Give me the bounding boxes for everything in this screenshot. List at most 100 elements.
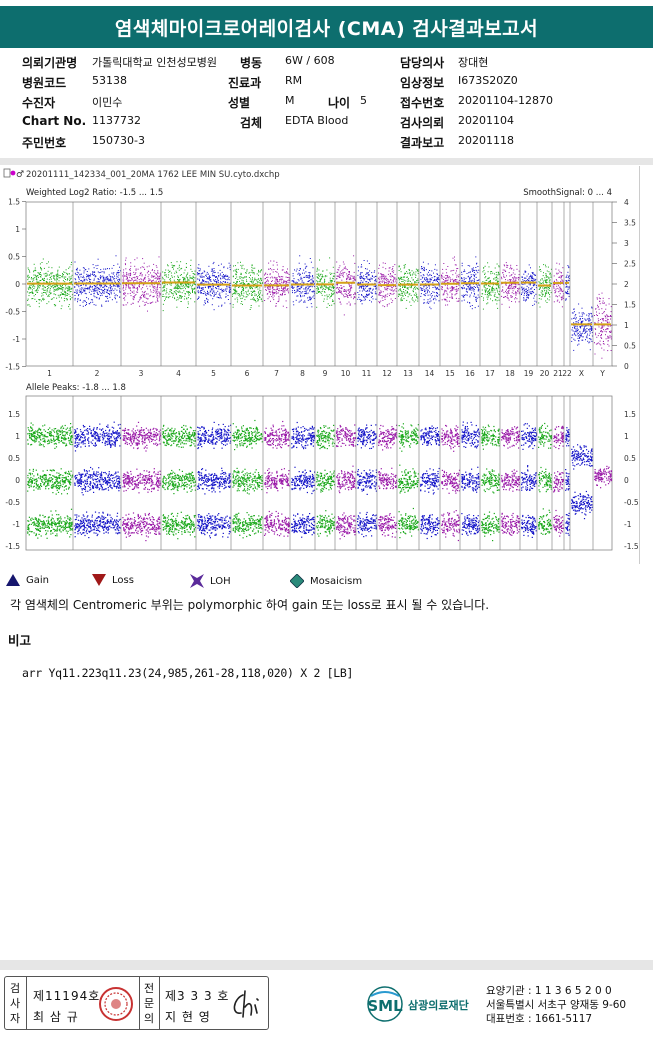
data-point — [229, 287, 230, 289]
allele-point — [84, 480, 86, 482]
allele-point — [116, 439, 118, 442]
allele-point — [127, 438, 129, 440]
allele-point — [66, 526, 68, 529]
allele-point — [52, 487, 54, 489]
allele-point — [45, 530, 47, 532]
data-point — [29, 271, 31, 273]
data-point — [184, 277, 185, 279]
allele-point — [148, 514, 150, 516]
allele-point — [174, 440, 177, 442]
allele-point — [146, 437, 148, 439]
allele-point — [76, 514, 78, 516]
data-point — [207, 287, 209, 288]
allele-point — [223, 435, 225, 437]
data-point — [56, 278, 58, 279]
data-point — [58, 277, 60, 279]
allele-point — [184, 477, 186, 479]
data-point — [217, 280, 219, 282]
allele-point — [90, 488, 92, 490]
data-point — [144, 302, 146, 304]
allele-point — [47, 479, 49, 482]
data-point — [27, 287, 29, 289]
data-point — [75, 281, 77, 283]
allele-point — [45, 478, 47, 480]
allele-point — [152, 483, 154, 485]
info-label: 나이 — [328, 96, 351, 110]
data-point — [162, 290, 164, 292]
allele-point — [188, 516, 190, 518]
data-point — [129, 280, 131, 282]
allele-point — [45, 488, 47, 490]
allele-point — [72, 475, 74, 477]
allele-point — [163, 483, 165, 485]
data-point — [65, 292, 67, 294]
allele-point — [138, 443, 140, 445]
allele-point — [128, 535, 130, 537]
allele-point — [80, 483, 82, 485]
data-point — [79, 304, 81, 306]
allele-point — [59, 481, 61, 483]
allele-point — [38, 432, 41, 434]
allele-point — [46, 436, 48, 438]
allele-point — [103, 438, 105, 440]
allele-point — [126, 522, 128, 524]
allele-point — [40, 484, 42, 486]
allele-point — [123, 529, 125, 532]
data-point — [222, 275, 224, 277]
allele-point — [51, 514, 53, 516]
allele-point — [153, 529, 155, 531]
allele-point — [98, 530, 100, 532]
allele-point — [132, 431, 134, 433]
allele-point — [172, 482, 174, 484]
allele-point — [224, 441, 226, 443]
allele-point — [123, 521, 125, 523]
allele-point — [167, 443, 169, 446]
data-point — [66, 298, 68, 300]
data-point — [144, 296, 146, 298]
data-point — [209, 279, 211, 281]
allele-point — [82, 473, 84, 475]
data-point — [58, 280, 60, 282]
allele-point — [67, 516, 69, 518]
allele-point — [147, 527, 149, 529]
data-point — [94, 275, 96, 277]
allele-point — [98, 437, 100, 440]
allele-point — [27, 433, 29, 435]
allele-point — [168, 439, 170, 441]
allele-point — [169, 484, 171, 486]
allele-point — [78, 479, 80, 481]
data-point — [113, 278, 115, 280]
allele-point — [35, 533, 37, 535]
allele-point — [152, 519, 154, 521]
allele-point — [84, 534, 86, 537]
data-point — [71, 274, 73, 276]
allele-point — [106, 444, 108, 446]
allele-point — [57, 436, 59, 438]
data-point — [198, 285, 199, 287]
allele-point — [144, 434, 146, 436]
allele-point — [31, 439, 33, 441]
allele-point — [167, 477, 170, 479]
allele-point — [129, 482, 131, 484]
allele-point — [92, 482, 95, 484]
allele-point — [168, 476, 170, 478]
data-point — [86, 302, 87, 304]
data-point — [127, 279, 129, 281]
data-point — [180, 284, 182, 286]
allele-point — [132, 512, 135, 514]
data-point — [194, 270, 196, 272]
allele-point — [107, 439, 109, 441]
allele-point — [111, 487, 113, 490]
allele-point — [105, 441, 107, 443]
allele-point — [144, 446, 146, 448]
allele-point — [171, 484, 174, 486]
data-point — [191, 288, 193, 290]
allele-point — [62, 527, 65, 529]
allele-point — [49, 433, 51, 435]
info-value: 가톨릭대학교 인천성모병원 — [92, 56, 217, 69]
allele-point — [59, 530, 61, 532]
data-point — [142, 287, 144, 289]
allele-point — [78, 526, 80, 528]
allele-point — [80, 436, 82, 438]
data-point — [138, 299, 140, 301]
